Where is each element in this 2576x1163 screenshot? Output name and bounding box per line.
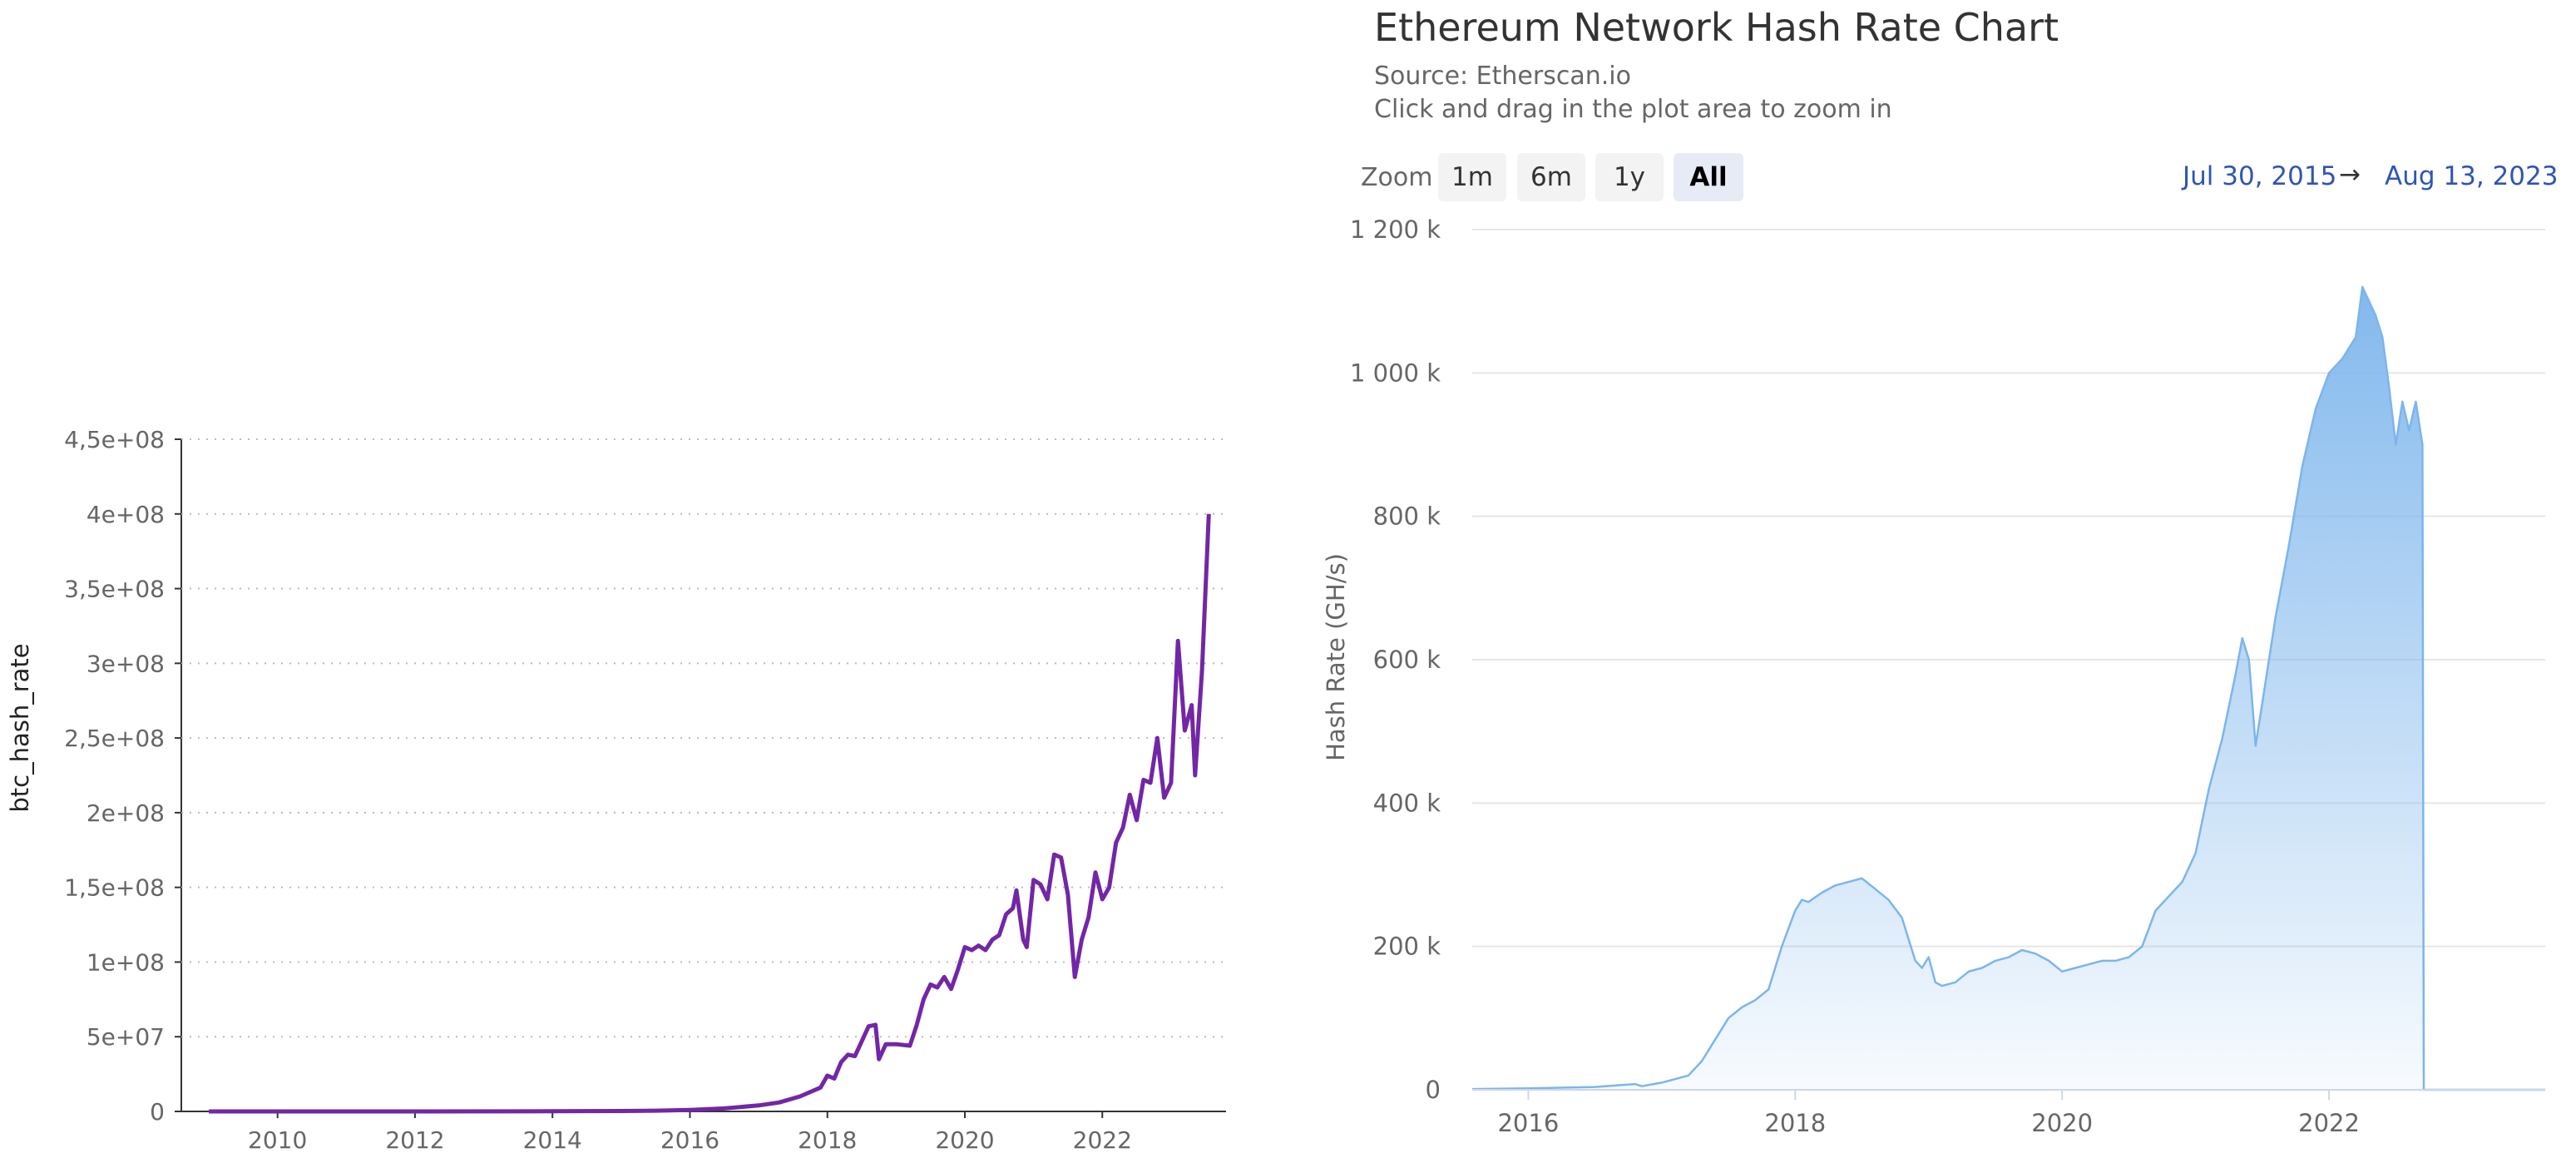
left-y-tick-label: 5e+07 [87, 1023, 165, 1051]
left-x-tick-label: 2018 [798, 1126, 857, 1154]
right-y-axis-title: Hash Rate (GH/s) [1322, 553, 1350, 761]
right-y-tick-label: 800 k [1373, 502, 1441, 531]
chart-zoom-hint: Click and drag in the plot area to zoom … [1374, 95, 1892, 124]
right-x-tick-label: 2022 [2298, 1109, 2360, 1137]
zoom-6m-button[interactable]: 6m [1517, 153, 1585, 201]
right-x-tick-label: 2020 [2031, 1109, 2093, 1137]
zoom-label: Zoom [1361, 163, 1433, 192]
btc-hash-rate-line [209, 513, 1211, 1114]
right-y-tick-label: 400 k [1373, 789, 1441, 817]
left-y-tick-label: 4e+08 [87, 501, 165, 528]
chart-source: Source: Etherscan.io [1374, 62, 1631, 91]
right-x-tick-label: 2016 [1497, 1109, 1559, 1137]
left-y-tick-label: 0 [150, 1098, 165, 1126]
left-y-axis-title: btc_hash_rate [6, 643, 34, 812]
hash-rate-line [1471, 285, 2545, 1091]
right-x-ticks: 2016 2018 2020 2022 [1497, 1090, 2360, 1137]
left-y-tick-label: 1e+08 [87, 948, 165, 976]
hash-rate-area [1472, 286, 2545, 1090]
range-from-date[interactable]: Jul 30, 2015 [2183, 161, 2337, 191]
left-y-tick-label: 3,5e+08 [64, 576, 165, 603]
range-to-date[interactable]: Aug 13, 2023 [2385, 161, 2559, 191]
left-grid-lines [181, 438, 1226, 1038]
left-x-tick-label: 2014 [523, 1126, 582, 1154]
right-y-tick-label: 1 000 k [1350, 359, 1441, 387]
left-y-tick-label: 2e+08 [87, 799, 165, 827]
range-arrow-icon: → [2339, 160, 2361, 190]
left-y-ticks: 0 5e+07 1e+08 1,5e+08 2e+08 2,5e+08 3e+08 3,5e+… [64, 426, 181, 1126]
zoom-1y-button[interactable]: 1y [1595, 153, 1664, 201]
right-y-ticks: 0 200 k 400 k 600 k 800 k 1 000 k 1 200 k [1350, 215, 1441, 1104]
left-x-tick-label: 2012 [385, 1126, 444, 1154]
right-y-tick-label: 600 k [1373, 646, 1441, 674]
left-x-ticks: 2010 2012 2014 2016 2018 2020 2022 [248, 1111, 1132, 1154]
btc-hash-rate-chart: btc_hash_rate 0 5e+07 1e+08 1,5e+08 2e+08 2,5… [6, 426, 1226, 1154]
left-y-tick-label: 2,5e+08 [64, 725, 165, 752]
left-y-tick-label: 1,5e+08 [64, 874, 165, 902]
zoom-1m-button[interactable]: 1m [1438, 153, 1506, 201]
left-x-tick-label: 2016 [660, 1126, 719, 1154]
left-y-tick-label: 3e+08 [87, 650, 165, 677]
left-x-tick-label: 2010 [248, 1126, 307, 1154]
right-x-tick-label: 2018 [1764, 1109, 1826, 1137]
ethereum-hash-rate-chart: Hash Rate (GH/s) 0 200 k 400 k 600 k 800 k 1 … [1322, 215, 2545, 1137]
chart-title: Ethereum Network Hash Rate Chart [1374, 5, 2059, 50]
right-y-tick-label: 0 [1426, 1076, 1441, 1104]
right-y-tick-label: 200 k [1373, 933, 1441, 961]
left-x-tick-label: 2020 [935, 1126, 994, 1154]
left-y-tick-label: 4,5e+08 [64, 426, 165, 453]
left-x-tick-label: 2022 [1073, 1126, 1132, 1154]
right-y-tick-label: 1 200 k [1350, 215, 1441, 244]
zoom-all-button[interactable]: All [1674, 153, 1743, 201]
